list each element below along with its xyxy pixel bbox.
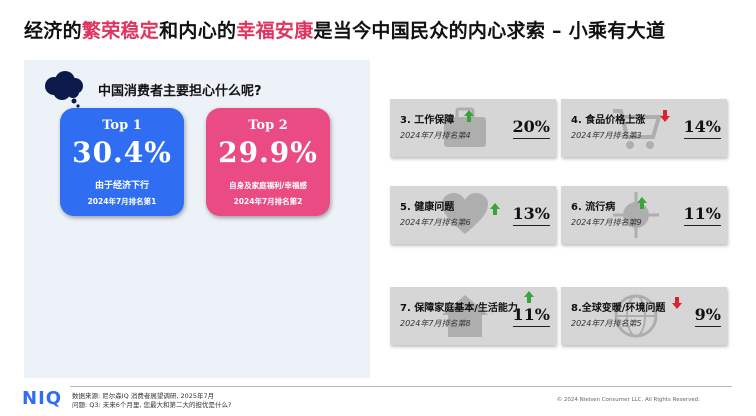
top-2-rank-sub: 2024年7月排名第2	[233, 197, 303, 206]
top-1-label: 由于经济下行	[94, 181, 149, 191]
title-part-2: 和内心的	[159, 20, 237, 42]
concern-rank-sub: 2024年7月排名第8	[400, 319, 471, 328]
thought-cloud-icon	[45, 71, 83, 108]
niq-logo: NIQ	[22, 388, 63, 409]
trend-up-icon	[524, 291, 534, 303]
virus-icon	[613, 192, 659, 238]
concern-tile-6: 6. 流行病 2024年7月排名第9 11%	[561, 186, 727, 244]
title-part-3: 是当今中国民众的内心求索 – 小乘有大道	[313, 20, 666, 42]
page-title: 经济的繁荣稳定和内心的幸福安康是当今中国民众的内心求索 – 小乘有大道	[24, 16, 734, 43]
top-1-card: Top 1 30.4% 由于经济下行 2024年7月排名第1	[60, 108, 184, 216]
top-2-card: Top 2 29.9% 自身及家庭福利/幸福感 2024年7月排名第2	[206, 108, 330, 216]
source-note: 数据来源: 尼尔森IQ 消费者展望调研, 2025年7月 问题: Q3: 未来6…	[72, 392, 231, 410]
shopping-cart-icon	[613, 109, 662, 149]
concern-tile-5: 5. 健康问题 2024年7月排名第6 13%	[390, 186, 556, 244]
source-line-2: 问题: Q3: 未来6个月里, 您最大和第二大的担忧是什么?	[72, 401, 232, 409]
concern-percent: 14%	[683, 117, 722, 139]
top-1-rank-sub: 2024年7月排名第1	[87, 197, 157, 206]
concern-title: 8.全球变暖/环境问题	[571, 303, 666, 314]
heartbeat-icon	[442, 193, 488, 234]
house-icon	[442, 295, 488, 337]
footer-divider	[70, 386, 732, 387]
question-text: 中国消费者主要担心什么呢?	[98, 84, 262, 99]
trend-up-icon	[637, 197, 647, 209]
concern-percent: 9%	[694, 305, 722, 327]
concern-title: 7. 保障家庭基本/生活能力	[400, 303, 518, 314]
trend-up-icon	[464, 110, 474, 122]
concern-rank-sub: 2024年7月排名第9	[571, 218, 642, 227]
top-1-percent: 30.4%	[72, 136, 172, 169]
concern-percent: 11%	[512, 305, 551, 327]
trend-down-icon	[672, 297, 682, 309]
concern-title: 6. 流行病	[571, 202, 616, 213]
concern-percent: 13%	[512, 204, 551, 226]
concern-rank-sub: 2024年7月排名第4	[400, 131, 471, 140]
concern-title: 3. 工作保障	[400, 115, 455, 126]
title-part-1: 经济的	[24, 20, 82, 42]
concern-percent: 11%	[683, 204, 722, 226]
concern-rank-sub: 2024年7月排名第6	[400, 218, 471, 227]
globe-icon	[614, 294, 658, 338]
trend-up-icon	[490, 203, 500, 215]
title-highlight-2: 幸福安康	[236, 20, 314, 42]
trend-down-icon	[660, 110, 670, 122]
top-1-rank: Top 1	[102, 118, 142, 133]
concern-percent: 20%	[512, 117, 551, 139]
concern-tile-7: 7. 保障家庭基本/生活能力 2024年7月排名第8 11%	[390, 287, 556, 345]
concern-tile-4: 4. 食品价格上涨 2024年7月排名第3 14%	[561, 99, 727, 157]
top-2-label: 自身及家庭福利/幸福感	[229, 181, 307, 190]
top-2-percent: 29.9%	[218, 136, 318, 169]
concern-tile-8: 8.全球变暖/环境问题 2024年7月排名第5 9%	[561, 287, 727, 345]
concern-title: 5. 健康问题	[400, 202, 455, 213]
source-line-1: 数据来源: 尼尔森IQ 消费者展望调研, 2025年7月	[72, 392, 215, 400]
concern-rank-sub: 2024年7月排名第3	[571, 131, 642, 140]
concern-tile-3: 3. 工作保障 2024年7月排名第4 20%	[390, 99, 556, 157]
top-2-rank: Top 2	[248, 118, 288, 133]
title-highlight-1: 繁荣稳定	[81, 20, 160, 42]
copyright-text: © 2024 Nielsen Consumer LLC. All Rights …	[556, 397, 700, 403]
concern-rank-sub: 2024年7月排名第5	[571, 319, 642, 328]
concern-title: 4. 食品价格上涨	[571, 115, 646, 126]
briefcase-icon	[444, 107, 486, 147]
